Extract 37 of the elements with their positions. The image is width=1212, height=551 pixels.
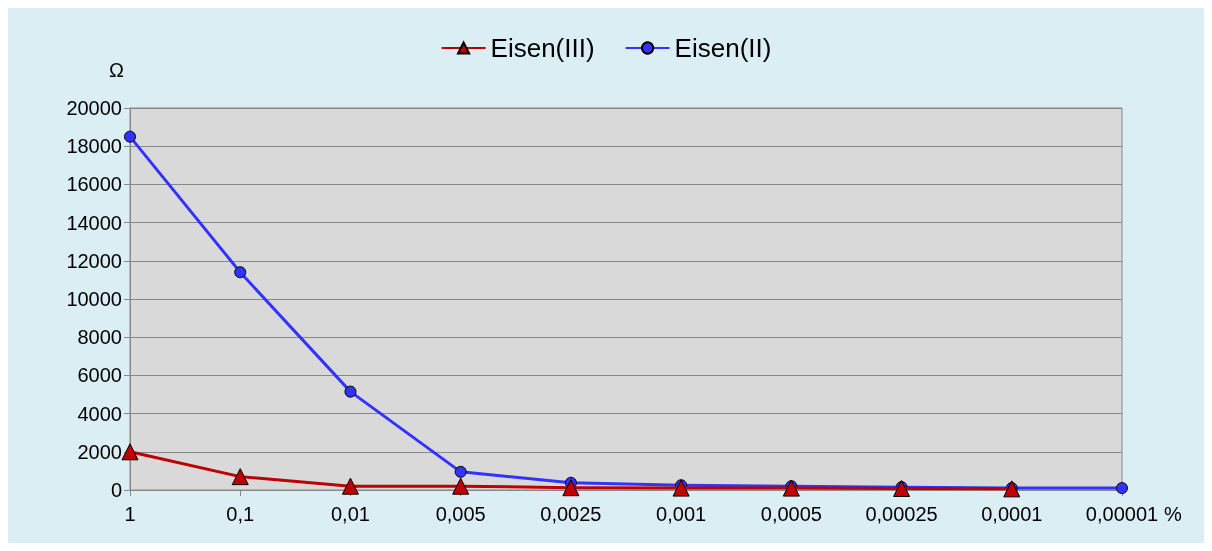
point <box>124 130 136 143</box>
x-tick-label: 0,0005 <box>760 503 822 525</box>
x-tick-label: 0,0001 <box>981 503 1043 525</box>
y-tick-label: 6000 <box>77 364 122 387</box>
point <box>1116 482 1128 495</box>
y-tick-label: 2000 <box>77 440 122 463</box>
x-tick-label: 0,00001 <box>1085 503 1159 525</box>
point <box>562 479 580 497</box>
point <box>454 465 467 478</box>
legend-label: Eisen(II) <box>674 33 772 63</box>
y-tick-label: 14000 <box>66 211 122 234</box>
x-tick-label: 0,001 <box>656 503 707 525</box>
x-tick-label: 0,1 <box>226 503 255 525</box>
y-tick-label: 4000 <box>77 402 122 425</box>
y-tick-label: 18000 <box>66 135 122 158</box>
point <box>231 468 249 486</box>
y-tick-label: 16000 <box>66 173 122 196</box>
point <box>341 477 359 495</box>
x-tick-label: 0,00025 <box>865 503 938 525</box>
x-tick-label: 0,005 <box>435 503 486 525</box>
point <box>344 385 357 398</box>
x-tick-label: 0,0025 <box>540 503 602 525</box>
x-tick-label: 1 <box>124 503 136 525</box>
legend-label: Eisen(III) <box>490 33 595 63</box>
y-tick-label: 20000 <box>66 97 122 119</box>
x-axis-title: % <box>1164 503 1183 525</box>
point <box>672 479 690 497</box>
y-tick-label: 10000 <box>66 288 122 310</box>
y-tick-label: 8000 <box>77 326 122 349</box>
x-tick-label: 0,01 <box>330 503 370 525</box>
point <box>782 479 800 497</box>
y-axis-title: Ω <box>109 59 125 81</box>
point <box>452 477 470 495</box>
point <box>121 443 139 461</box>
y-tick-label: 0 <box>110 479 122 501</box>
y-tick-label: 12000 <box>66 249 122 272</box>
point <box>234 266 247 279</box>
